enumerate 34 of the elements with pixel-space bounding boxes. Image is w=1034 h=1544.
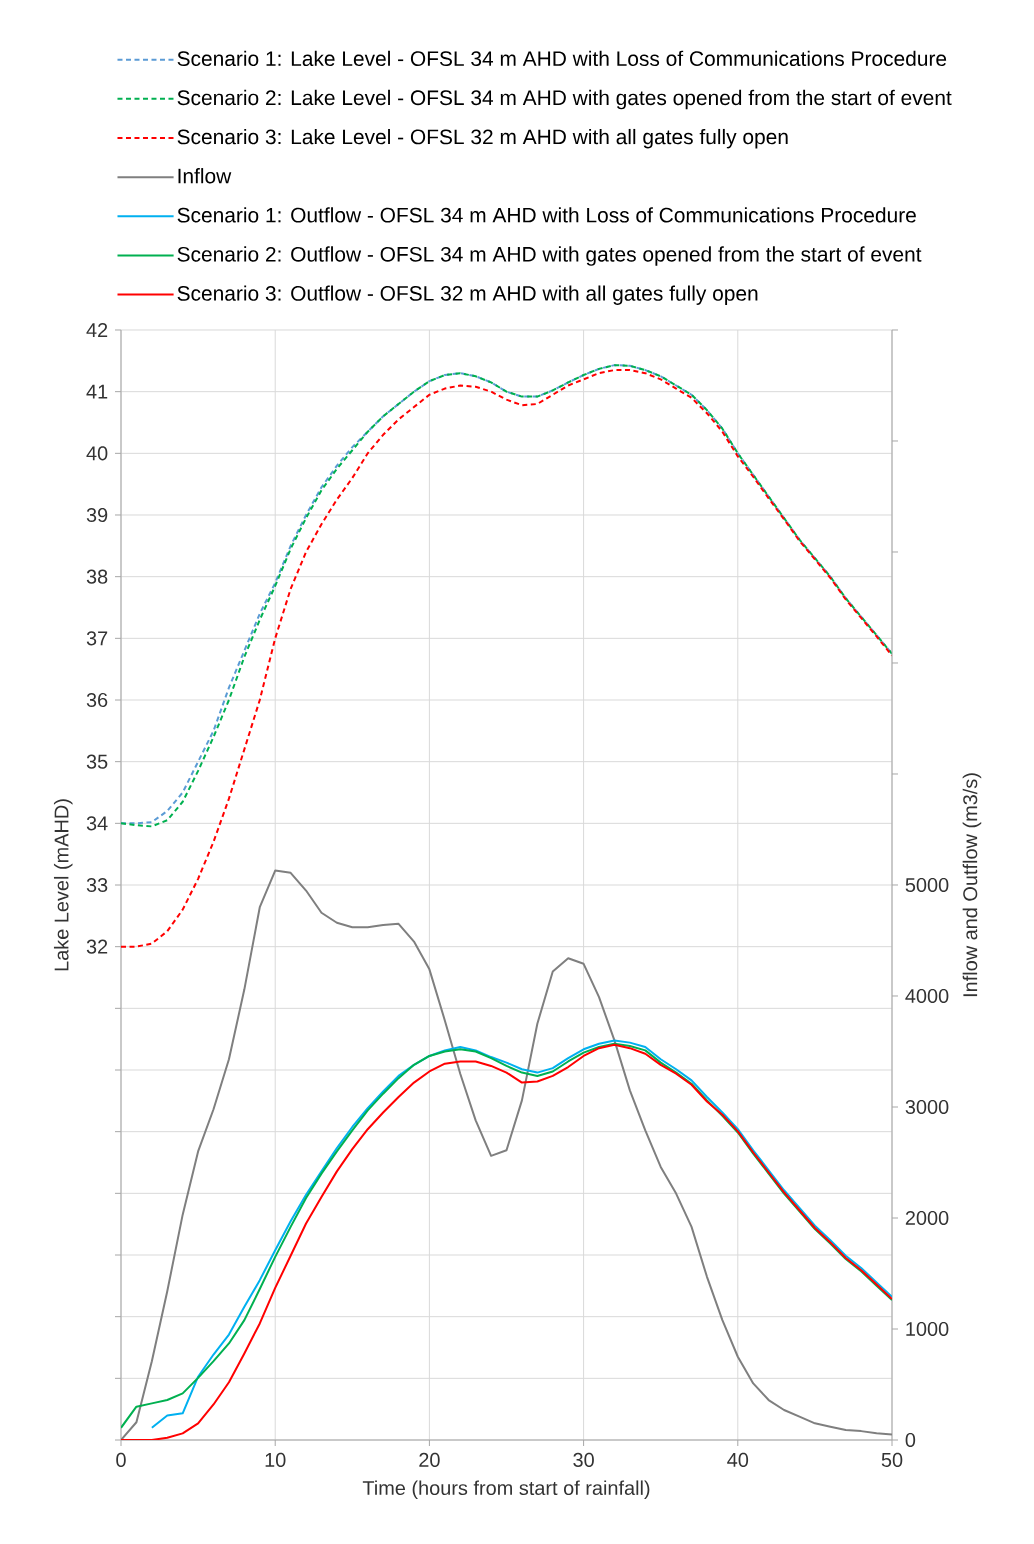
legend-label: Scenario 3: Outflow - OFSL 32 m AHD with all gates fully open xyxy=(177,285,758,305)
y2-tick-label: 3000 xyxy=(905,1099,949,1115)
x-tick-label: 50 xyxy=(881,1452,903,1467)
y-tick-label: 35 xyxy=(86,754,108,769)
y-axis-title: Lake Level (mAHD) xyxy=(53,799,73,971)
y2-tick-label: 4000 xyxy=(905,988,949,1004)
y-tick-label: 32 xyxy=(86,939,108,954)
legend-label: Scenario 3: Lake Level - OFSL 32 m AHD with all gates fully open xyxy=(177,128,788,149)
y2-tick-label: 1000 xyxy=(906,1321,949,1337)
x-tick-label: 30 xyxy=(573,1452,594,1467)
legend-label: Inflow xyxy=(178,168,232,184)
y-tick-label: 37 xyxy=(86,631,108,646)
legend-label: Scenario 2: Outflow - OFSL 34 m AHD with gates opened from the start of event xyxy=(177,246,922,266)
y-tick-label: 40 xyxy=(86,446,108,461)
x-tick-label: 10 xyxy=(265,1452,286,1467)
y-tick-label: 41 xyxy=(86,384,108,399)
x-axis-title: Time (hours from start of rainfall) xyxy=(362,1480,650,1499)
y-tick-label: 38 xyxy=(86,569,108,584)
legend-label: Scenario 1: Lake Level - OFSL 34 m AHD with Loss of Communications Procedure xyxy=(177,50,947,67)
x-tick-label: 0 xyxy=(116,1452,126,1467)
y-tick-label: 42 xyxy=(86,323,108,337)
y-tick-label: 33 xyxy=(86,877,108,893)
x-tick-label: 20 xyxy=(419,1452,440,1467)
legend-label: Scenario 2: Lake Level - OFSL 34 m AHD with gates opened from the start of event xyxy=(177,89,952,110)
line-series xyxy=(121,369,893,948)
y-tick-label: 36 xyxy=(86,692,108,708)
y-tick-label: 39 xyxy=(86,507,108,523)
y2-tick-label: 0 xyxy=(905,1432,916,1448)
y2-axis-title: Inflow and Outflow (m3/s) xyxy=(962,773,982,997)
legend-label: Scenario 1: Outflow - OFSL 34 m AHD with Loss of Communications Procedure xyxy=(177,207,916,223)
y-tick-label: 34 xyxy=(86,816,108,831)
x-tick-label: 40 xyxy=(727,1452,749,1467)
y2-tick-label: 2000 xyxy=(905,1210,949,1226)
y2-tick-label: 5000 xyxy=(905,877,949,893)
